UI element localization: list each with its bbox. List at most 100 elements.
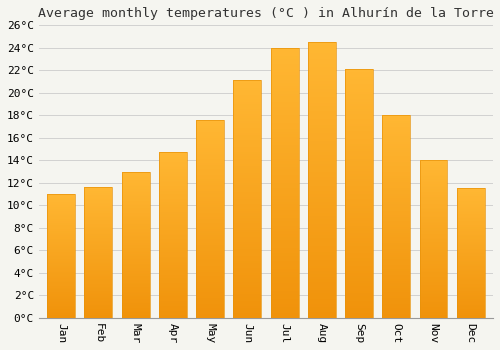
Bar xyxy=(345,156,373,159)
Bar xyxy=(47,199,75,200)
Bar xyxy=(159,270,187,272)
Bar xyxy=(270,121,298,124)
Bar xyxy=(420,315,448,316)
Bar xyxy=(234,237,262,239)
Bar xyxy=(420,316,448,318)
Bar xyxy=(345,117,373,119)
Bar xyxy=(122,211,150,212)
Bar xyxy=(47,194,75,195)
Bar xyxy=(159,288,187,290)
Bar xyxy=(420,172,448,173)
Bar xyxy=(234,225,262,228)
Bar xyxy=(196,185,224,187)
Bar xyxy=(457,292,484,293)
Bar xyxy=(420,200,448,201)
Bar xyxy=(234,299,262,301)
Bar xyxy=(457,295,484,296)
Bar xyxy=(420,252,448,253)
Bar xyxy=(47,307,75,308)
Bar xyxy=(308,100,336,103)
Bar xyxy=(308,94,336,97)
Bar xyxy=(47,308,75,309)
Bar xyxy=(420,308,448,310)
Bar xyxy=(196,211,224,213)
Bar xyxy=(382,296,410,298)
Bar xyxy=(234,80,262,318)
Bar xyxy=(270,272,298,275)
Bar xyxy=(382,162,410,164)
Bar xyxy=(457,252,484,253)
Bar xyxy=(308,122,336,125)
Bar xyxy=(308,144,336,147)
Bar xyxy=(196,160,224,161)
Bar xyxy=(84,303,112,305)
Bar xyxy=(457,230,484,231)
Bar xyxy=(457,264,484,265)
Bar xyxy=(308,141,336,144)
Bar xyxy=(196,300,224,302)
Bar xyxy=(122,175,150,176)
Bar xyxy=(345,278,373,281)
Bar xyxy=(270,72,298,75)
Bar xyxy=(270,91,298,94)
Bar xyxy=(420,242,448,244)
Bar xyxy=(457,203,484,204)
Bar xyxy=(159,247,187,248)
Bar xyxy=(345,226,373,229)
Bar xyxy=(47,219,75,220)
Bar xyxy=(234,263,262,266)
Bar xyxy=(270,77,298,80)
Bar xyxy=(122,311,150,312)
Bar xyxy=(159,182,187,184)
Bar xyxy=(84,211,112,212)
Bar xyxy=(345,256,373,258)
Bar xyxy=(270,56,298,58)
Bar xyxy=(457,231,484,232)
Bar xyxy=(196,259,224,260)
Bar xyxy=(308,310,336,313)
Bar xyxy=(308,172,336,175)
Bar xyxy=(457,286,484,287)
Bar xyxy=(270,145,298,148)
Bar xyxy=(234,111,262,114)
Bar xyxy=(196,138,224,140)
Bar xyxy=(234,171,262,173)
Bar xyxy=(270,226,298,229)
Bar xyxy=(196,294,224,296)
Bar xyxy=(420,223,448,225)
Bar xyxy=(308,48,336,50)
Bar xyxy=(47,256,75,257)
Bar xyxy=(122,189,150,191)
Bar xyxy=(196,298,224,300)
Bar xyxy=(345,184,373,186)
Bar xyxy=(47,230,75,231)
Bar xyxy=(47,223,75,224)
Bar xyxy=(270,96,298,99)
Bar xyxy=(345,266,373,268)
Bar xyxy=(122,196,150,198)
Bar xyxy=(345,313,373,315)
Bar xyxy=(345,196,373,198)
Bar xyxy=(270,53,298,56)
Bar xyxy=(159,204,187,205)
Bar xyxy=(420,181,448,182)
Bar xyxy=(159,278,187,280)
Bar xyxy=(457,276,484,278)
Bar xyxy=(234,235,262,237)
Bar xyxy=(308,238,336,241)
Bar xyxy=(196,181,224,183)
Bar xyxy=(122,308,150,309)
Bar xyxy=(420,285,448,286)
Bar xyxy=(159,153,187,318)
Bar xyxy=(234,296,262,299)
Bar xyxy=(457,283,484,284)
Bar xyxy=(345,203,373,206)
Bar xyxy=(47,240,75,241)
Bar xyxy=(382,180,410,182)
Bar xyxy=(84,289,112,290)
Bar xyxy=(420,301,448,302)
Bar xyxy=(457,243,484,244)
Bar xyxy=(308,279,336,282)
Bar xyxy=(270,221,298,223)
Bar xyxy=(47,231,75,232)
